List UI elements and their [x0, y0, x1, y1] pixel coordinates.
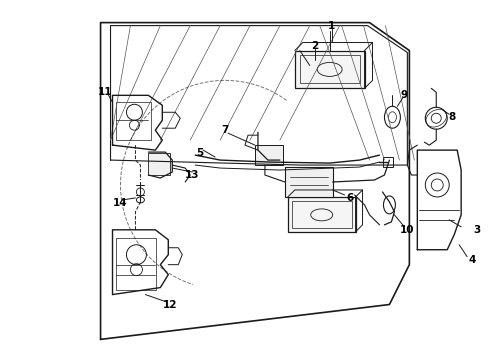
- Text: 9: 9: [401, 90, 408, 100]
- Text: 8: 8: [448, 112, 456, 122]
- Text: 6: 6: [346, 193, 353, 203]
- Bar: [384, 157, 393, 167]
- Text: 3: 3: [473, 225, 481, 235]
- Bar: [117, 238, 156, 289]
- Text: 13: 13: [185, 170, 199, 180]
- Text: 2: 2: [311, 41, 318, 50]
- Bar: [117, 102, 151, 140]
- Bar: [292, 201, 352, 228]
- Text: 11: 11: [98, 87, 113, 97]
- Text: 14: 14: [113, 198, 128, 208]
- Bar: [255, 145, 283, 165]
- Bar: [288, 197, 356, 232]
- Bar: [148, 153, 171, 175]
- Bar: [295, 50, 365, 88]
- Text: 4: 4: [468, 255, 476, 265]
- Text: 7: 7: [221, 125, 229, 135]
- Bar: [285, 167, 333, 197]
- Bar: [300, 55, 360, 84]
- Text: 12: 12: [163, 300, 177, 310]
- Text: 1: 1: [328, 21, 335, 31]
- Text: 10: 10: [400, 225, 415, 235]
- Text: 5: 5: [196, 148, 204, 158]
